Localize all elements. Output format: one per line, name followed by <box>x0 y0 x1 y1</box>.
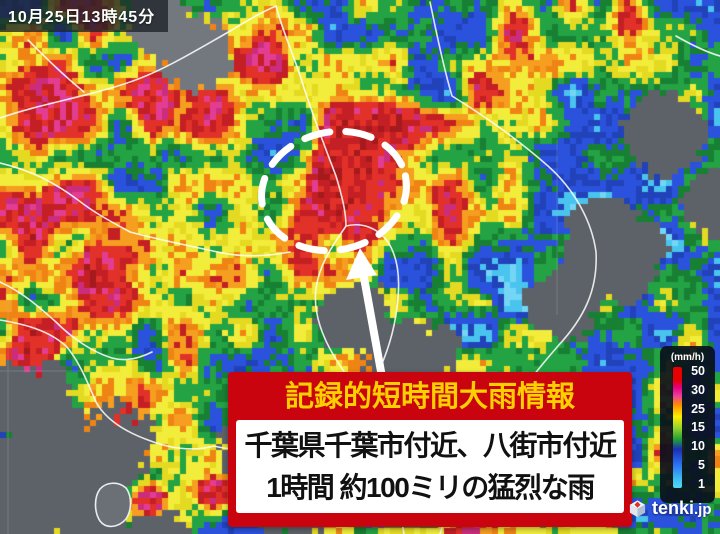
legend-value: 5 <box>698 457 705 472</box>
legend-value: 10 <box>691 439 705 453</box>
highlight-annotation <box>258 127 410 389</box>
legend-value: 15 <box>691 420 705 435</box>
legend-value: 1 <box>698 476 705 491</box>
legend-gradient-bar <box>673 367 682 488</box>
legend-value-labels: 50 30 25 15 10 5 1 <box>688 365 705 490</box>
annotation-arrow-head <box>346 248 377 280</box>
legend-value: 25 <box>691 401 705 416</box>
highlight-dashed-circle <box>258 127 410 255</box>
heavy-rain-alert-banner: 記録的短時間大雨情報 千葉県千葉市付近、八街市付近 1時間 約100ミリの猛烈な… <box>228 372 632 527</box>
legend-value: 50 <box>691 364 705 378</box>
annotation-arrow-shaft <box>359 271 388 389</box>
legend-value: 30 <box>691 382 705 397</box>
timestamp-label: 10月25日13時45分 <box>0 0 169 32</box>
rain-intensity-legend: (mm/h) 50 30 25 15 10 5 1 <box>660 346 715 503</box>
tenki-jp-logo: tenki.jp <box>628 498 712 519</box>
graticule-lines <box>0 140 558 534</box>
legend-unit-label: (mm/h) <box>670 352 705 363</box>
island-outline <box>94 482 132 528</box>
tenki-cube-icon <box>629 500 646 518</box>
alert-location-line: 千葉県千葉市付近、八街市付近 <box>244 429 617 461</box>
alert-title: 記録的短時間大雨情報 <box>284 381 575 413</box>
alert-detail-box: 千葉県千葉市付近、八街市付近 1時間 約100ミリの猛烈な雨 <box>236 420 624 513</box>
alert-amount-line: 1時間 約100ミリの猛烈な雨 <box>266 471 595 503</box>
tenki-jp-wordmark: tenki.jp <box>652 498 712 518</box>
